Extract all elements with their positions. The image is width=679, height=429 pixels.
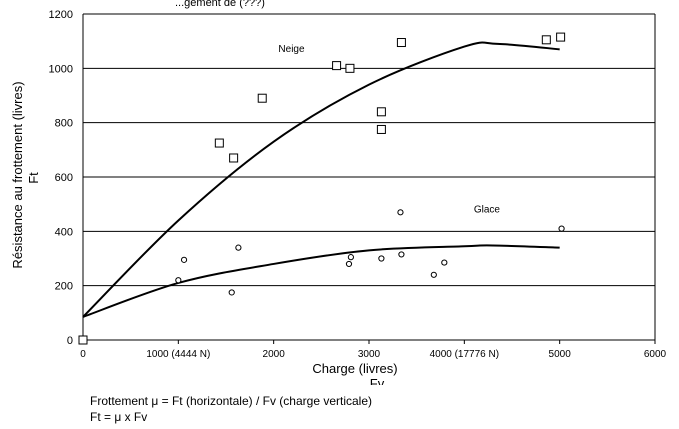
x-tick-label: 0 (80, 349, 86, 360)
neige-point (376, 107, 386, 117)
neige-point (332, 61, 342, 71)
glace-point (345, 260, 353, 268)
neige-point (376, 124, 386, 134)
neige-point (556, 32, 566, 42)
x-tick-label: 4000 (17776 N) (430, 349, 500, 360)
neige-point (229, 153, 239, 163)
y-tick-label: 1200 (49, 9, 73, 21)
glace-series-label: Glace (474, 204, 501, 215)
x-tick-label: 6000 (644, 349, 667, 360)
glace-point (441, 259, 448, 266)
x-tick-label: 2000 (263, 349, 286, 360)
neige-point (214, 138, 224, 148)
friction-chart: ...gement de (???) 0 200 400 600 800 1000 1200… (10, 0, 667, 385)
glace-point (175, 277, 182, 284)
y-axis-label: Résistance au frottement (livres) (10, 81, 25, 268)
glace-point (430, 271, 437, 278)
glace-point (378, 255, 385, 262)
x-tick-label: 3000 (358, 349, 381, 360)
force-formula-note: Ft = μ x Fv (90, 410, 148, 424)
neige-series-label: Neige (278, 44, 305, 55)
y-tick-label: 400 (55, 226, 73, 238)
y-tick-label: 200 (55, 281, 73, 293)
glace-point (235, 244, 242, 251)
neige-point (257, 93, 267, 103)
glace-point (558, 225, 565, 232)
y-tick-label: 600 (55, 172, 73, 184)
trend-curves (82, 41, 560, 318)
x-axis-symbol: Fv (370, 376, 385, 385)
neige-trend-curve (82, 41, 560, 318)
glace-point (180, 256, 188, 263)
y-tick-label: 0 (67, 335, 73, 347)
glace-point (397, 209, 404, 216)
neige-point (541, 35, 551, 45)
neige-point (345, 63, 355, 73)
friction-formula-note: Frottement μ = Ft (horizontale) / Fv (ch… (90, 394, 373, 408)
x-tick-label: 1000 (4444 N) (146, 349, 210, 360)
axes (82, 13, 656, 344)
glace-trend-curve (82, 244, 560, 318)
y-tick-label: 800 (55, 118, 73, 130)
glace-point (228, 289, 235, 296)
chart-title-fragment: ...gement de (???) (175, 0, 265, 9)
grid-lines (83, 13, 655, 287)
series-labels: Neige Glace (278, 44, 500, 215)
x-tick-labels: 0 1000 (4444 N) 2000 3000 4000 (17776 N) 5000… (80, 349, 666, 360)
neige-point (396, 38, 406, 48)
glace-point (347, 254, 354, 261)
y-tick-labels: 0 200 400 600 800 1000 1200 (49, 9, 73, 347)
y-axis-symbol: Ft (26, 172, 41, 184)
data-points (78, 32, 566, 345)
x-axis-label: Charge (livres) (312, 361, 397, 376)
neige-point (78, 335, 88, 345)
y-tick-label: 1000 (49, 63, 73, 75)
x-tick-label: 5000 (549, 349, 572, 360)
glace-point (398, 251, 405, 258)
